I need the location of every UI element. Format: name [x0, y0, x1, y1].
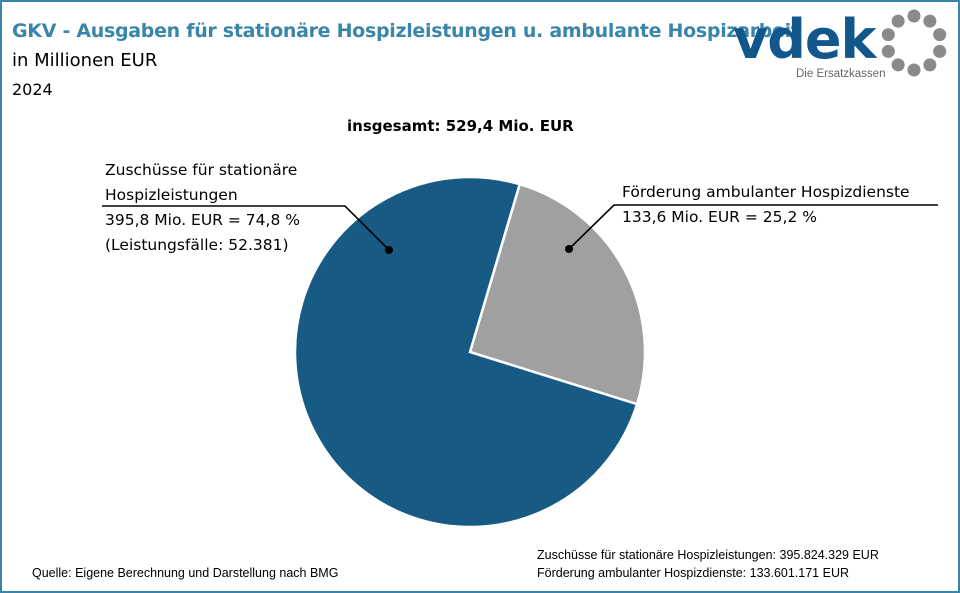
leader-line-stationaer	[102, 205, 390, 251]
circle-of-dots-icon	[881, 9, 947, 77]
slice-label-line: Zuschüsse für stationäre	[105, 161, 298, 179]
logo-dot	[891, 14, 905, 28]
logo-dot	[923, 14, 937, 28]
logo-dot	[881, 28, 895, 42]
leader-dot-stationaer	[385, 246, 393, 254]
logo-dot	[881, 44, 895, 58]
chart-title: GKV - Ausgaben für stationäre Hospizleis…	[12, 20, 800, 42]
chart-subtitle: in Millionen EUR	[12, 50, 158, 71]
detail-note-ambulant: Förderung ambulanter Hospizdienste: 133.…	[537, 566, 849, 580]
source-note: Quelle: Eigene Berechnung und Darstellun…	[32, 566, 339, 580]
pie-slice-ambulant	[468, 182, 647, 406]
slice-label-line: Hospizleistungen	[105, 186, 238, 204]
vdek-tagline: Die Ersatzkassen	[796, 68, 886, 80]
slice-value-label: 133,6 Mio. EUR = 25,2 %	[622, 208, 817, 226]
detail-notes: Zuschüsse für stationäre Hospizleistunge…	[537, 546, 879, 582]
slice-value-label: 395,8 Mio. EUR = 74,8 %	[105, 211, 300, 229]
slice-label-line: Förderung ambulanter Hospizdienste	[622, 183, 910, 201]
slice-cases-label: (Leistungsfälle: 52.381)	[105, 236, 289, 254]
leader-line-ambulant	[568, 204, 938, 250]
logo-dot	[933, 28, 947, 42]
chart-year: 2024	[12, 80, 53, 99]
logo-dot	[907, 9, 921, 23]
logo-dot	[907, 63, 921, 77]
vdek-logo: vdek	[733, 8, 876, 71]
logo-dot	[933, 44, 947, 58]
detail-note-stationaer: Zuschüsse für stationäre Hospizleistunge…	[537, 548, 879, 562]
total-label: insgesamt: 529,4 Mio. EUR	[347, 117, 574, 135]
leader-dot-ambulant	[565, 245, 573, 253]
pie-slice-stationaer	[293, 175, 639, 529]
logo-dot	[923, 58, 937, 72]
slice-label-ambulant: Förderung ambulanter Hospizdienste 133,6…	[622, 180, 910, 230]
logo-dot	[891, 58, 905, 72]
slice-label-stationaer: Zuschüsse für stationäre Hospizleistunge…	[105, 158, 300, 258]
